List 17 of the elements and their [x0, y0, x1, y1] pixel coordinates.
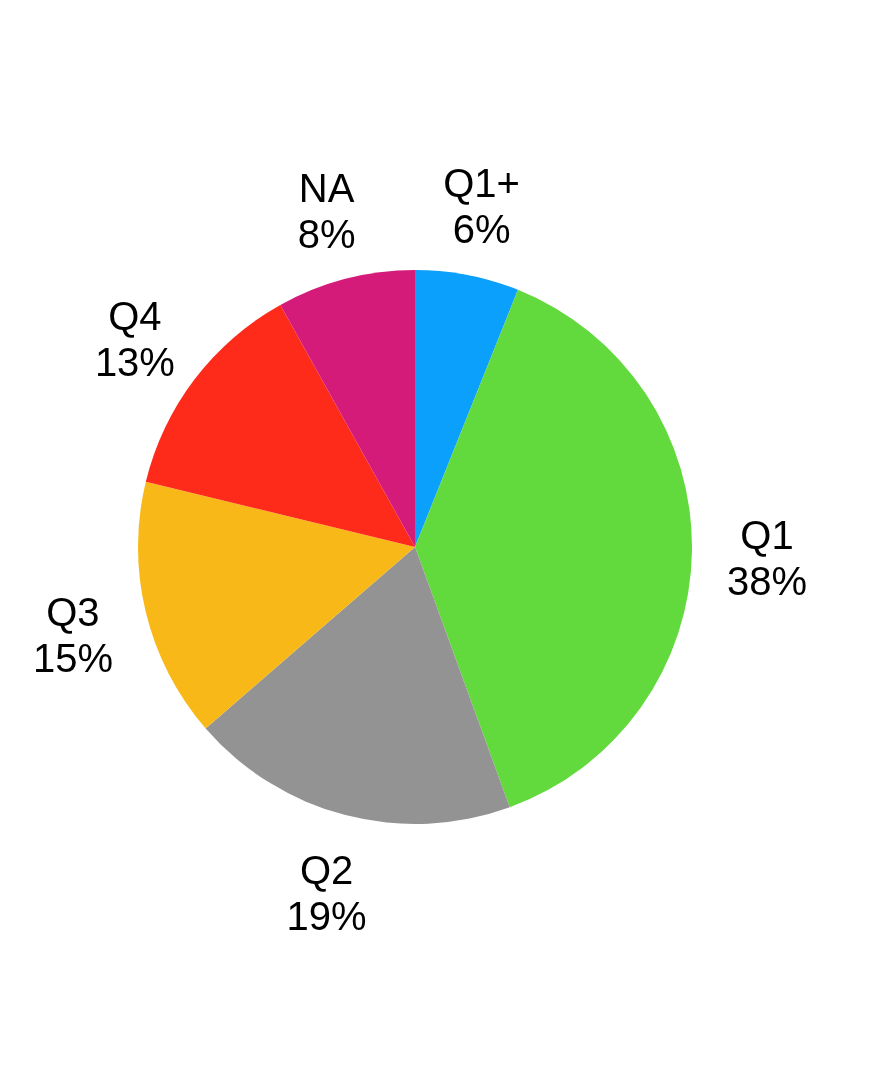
slice-label: Q3 [46, 589, 100, 634]
slice-label: Q2 [299, 847, 354, 892]
data-label: 19% [286, 893, 367, 938]
pie-slice [415, 270, 518, 547]
pie-slice [205, 547, 510, 824]
slice-label: Q1 [740, 512, 794, 557]
slice-label: NA [298, 166, 355, 211]
data-label: 13% [94, 339, 175, 384]
data-label: 6% [452, 207, 511, 252]
data-label: 15% [32, 635, 113, 680]
pie-slice [415, 289, 692, 808]
slice-label: Q1+ [443, 161, 520, 206]
data-label: 38% [726, 558, 807, 603]
slice-label: Q4 [108, 293, 162, 338]
data-label: 8% [297, 212, 356, 257]
pie-slice [138, 481, 415, 729]
pie-slice [280, 270, 415, 547]
